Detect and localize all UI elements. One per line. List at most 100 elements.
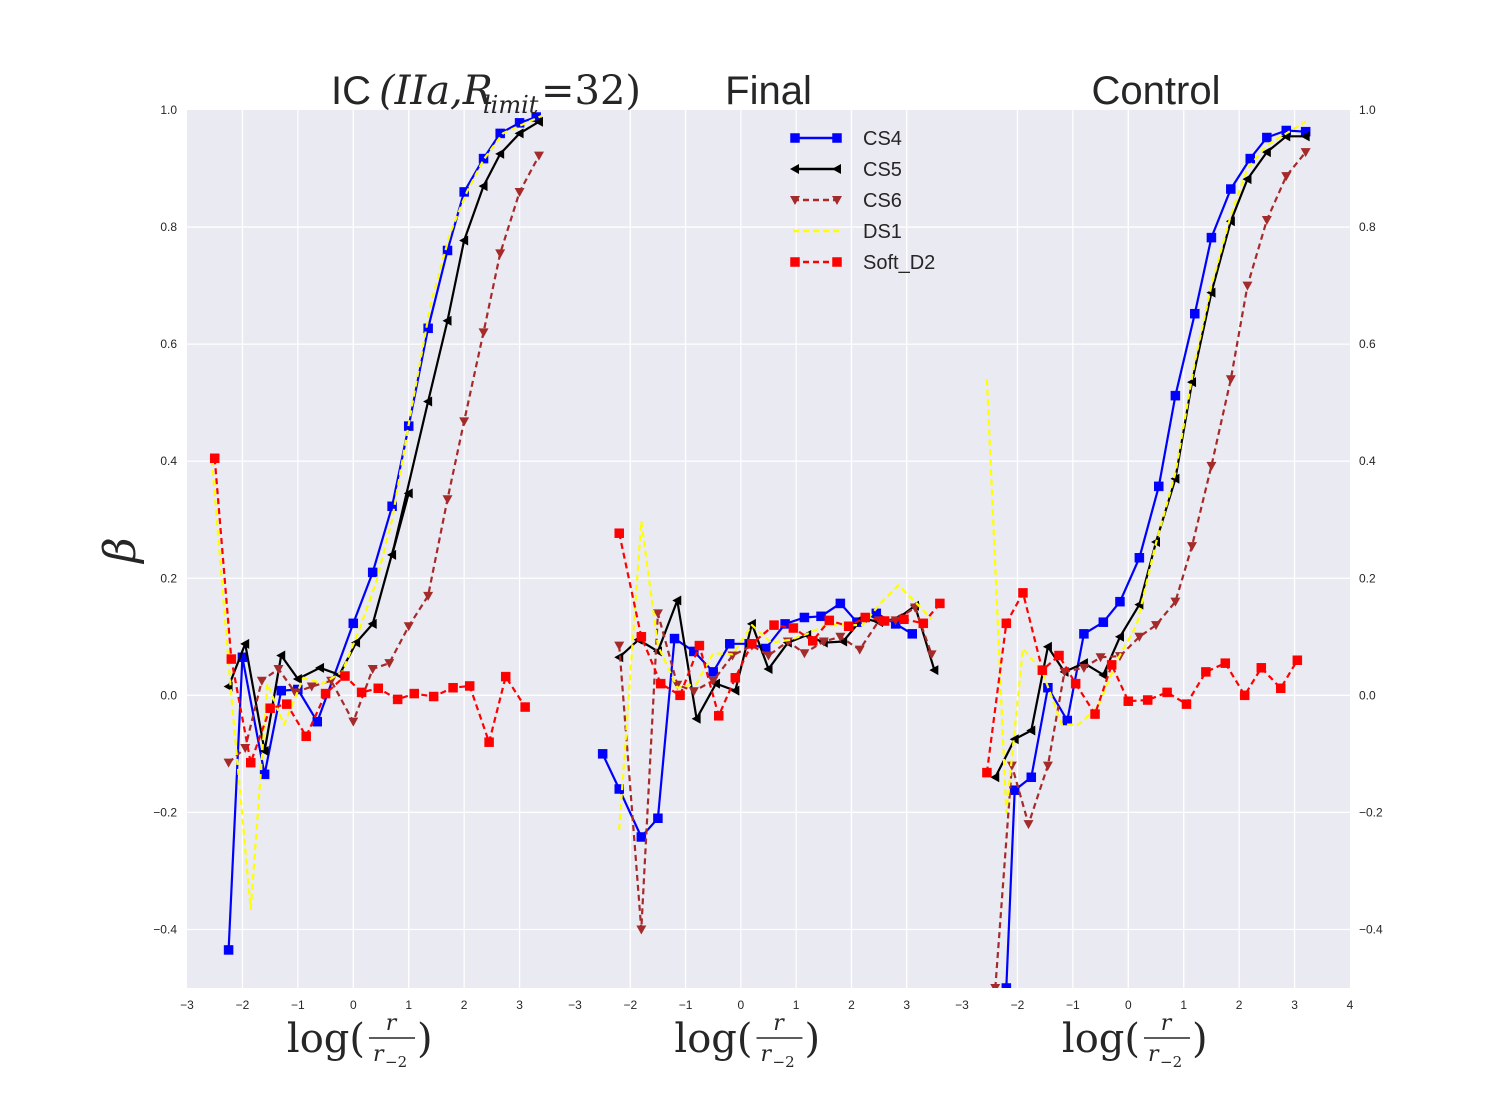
point-soft_d2 xyxy=(282,699,292,709)
point-soft_d2 xyxy=(1090,709,1100,719)
point-cs4 xyxy=(636,832,647,842)
point-cs6 xyxy=(326,676,337,686)
point-cs5 xyxy=(1114,631,1124,642)
plot-area-1 xyxy=(187,110,575,988)
point-soft_d2 xyxy=(1162,687,1172,698)
point-cs4 xyxy=(367,567,378,578)
point-cs5 xyxy=(1242,174,1252,185)
point-cs5 xyxy=(1026,725,1036,736)
y-tick-label-left: 0.6 xyxy=(160,337,177,351)
point-cs5 xyxy=(1206,287,1216,298)
point-cs4 xyxy=(1190,308,1200,319)
point-cs4 xyxy=(478,153,489,164)
legend-marker xyxy=(832,133,842,143)
x-axis-label: log(rr −2) xyxy=(674,1011,820,1071)
point-cs5 xyxy=(514,128,524,139)
point-soft_d2 xyxy=(464,681,475,691)
point-soft_d2 xyxy=(1201,667,1211,677)
x-axis-label-den: r xyxy=(373,1042,385,1067)
y-tick-label-right: −0.4 xyxy=(1359,922,1383,936)
series-group xyxy=(209,112,544,955)
point-cs4 xyxy=(597,749,608,759)
y-tick-label-left: 0.4 xyxy=(160,454,177,468)
point-cs5 xyxy=(442,315,452,326)
point-cs6 xyxy=(652,609,663,619)
y-tick-label-right: 0.2 xyxy=(1359,571,1376,585)
x-tick-label: 4 xyxy=(1347,998,1354,1012)
point-soft_d2 xyxy=(1018,588,1028,598)
point-cs5 xyxy=(367,618,377,629)
point-cs4 xyxy=(348,618,359,629)
point-cs4 xyxy=(799,612,810,623)
point-cs6 xyxy=(854,645,865,655)
point-cs6 xyxy=(384,659,395,669)
y-tick-label-left: −0.2 xyxy=(153,805,177,819)
y-tick-label-left: −0.4 xyxy=(153,922,177,936)
point-cs5 xyxy=(838,636,848,647)
x-axis-label-den: r xyxy=(1148,1042,1160,1067)
point-cs6 xyxy=(478,328,489,338)
legend-marker xyxy=(790,164,799,174)
point-cs6 xyxy=(1151,621,1161,631)
point-cs5 xyxy=(315,662,325,673)
point-cs6 xyxy=(348,717,359,727)
point-soft_d2 xyxy=(730,673,741,683)
panel-title: Control xyxy=(1092,69,1221,113)
x-tick-label: −1 xyxy=(679,998,693,1012)
point-cs5 xyxy=(1098,669,1108,680)
legend-item-soft_d2: Soft_D2 xyxy=(790,252,935,274)
x-tick-label: 1 xyxy=(405,998,412,1012)
point-cs6 xyxy=(403,622,414,632)
point-cs4 xyxy=(1170,390,1181,401)
point-soft_d2 xyxy=(935,598,945,609)
x-axis-label-close: ) xyxy=(805,1016,821,1062)
point-soft_d2 xyxy=(484,737,494,747)
point-cs4 xyxy=(1134,553,1145,563)
point-cs4 xyxy=(1079,629,1089,639)
point-soft_d2 xyxy=(694,640,705,651)
point-cs4 xyxy=(614,784,624,794)
x-tick-label: −2 xyxy=(236,998,250,1012)
x-axis-label-fn: log( xyxy=(674,1016,752,1062)
point-cs4 xyxy=(1154,481,1164,492)
point-cs6 xyxy=(672,680,683,690)
point-cs5 xyxy=(1009,734,1019,745)
point-cs5 xyxy=(990,772,1000,783)
point-soft_d2 xyxy=(982,767,992,778)
point-cs4 xyxy=(387,501,397,512)
point-cs6 xyxy=(799,649,810,659)
point-soft_d2 xyxy=(1275,683,1286,694)
y-tick-label-right: 0.8 xyxy=(1359,220,1376,234)
point-cs5 xyxy=(730,685,740,696)
x-tick-label: 2 xyxy=(1236,998,1243,1012)
point-cs6 xyxy=(818,637,829,647)
series-line-cs6 xyxy=(994,151,1307,988)
point-soft_d2 xyxy=(614,528,624,538)
plot-area-3 xyxy=(962,110,1350,988)
point-cs4 xyxy=(669,633,680,644)
x-tick-label: 3 xyxy=(1291,998,1298,1012)
point-cs6 xyxy=(273,664,284,674)
y-axis-label: β xyxy=(95,537,146,564)
point-cs5 xyxy=(710,678,720,689)
point-cs5 xyxy=(259,745,269,756)
point-cs6 xyxy=(990,984,1001,988)
point-soft_d2 xyxy=(373,683,383,694)
point-cs5 xyxy=(1261,147,1271,158)
point-cs4 xyxy=(1009,785,1020,795)
point-cs6 xyxy=(256,676,267,686)
point-cs6 xyxy=(423,591,434,601)
point-soft_d2 xyxy=(1123,696,1134,706)
point-soft_d2 xyxy=(409,688,420,699)
y-tick-label-right: 0.6 xyxy=(1359,337,1376,351)
series-group xyxy=(597,519,945,935)
point-cs5 xyxy=(423,396,433,407)
point-soft_d2 xyxy=(899,614,909,624)
point-cs5 xyxy=(351,637,361,648)
panel-title-math: (IIa,R xyxy=(379,68,493,114)
point-cs6 xyxy=(223,758,234,768)
x-tick-label: 1 xyxy=(1180,998,1187,1012)
x-tick-label: 2 xyxy=(848,998,855,1012)
